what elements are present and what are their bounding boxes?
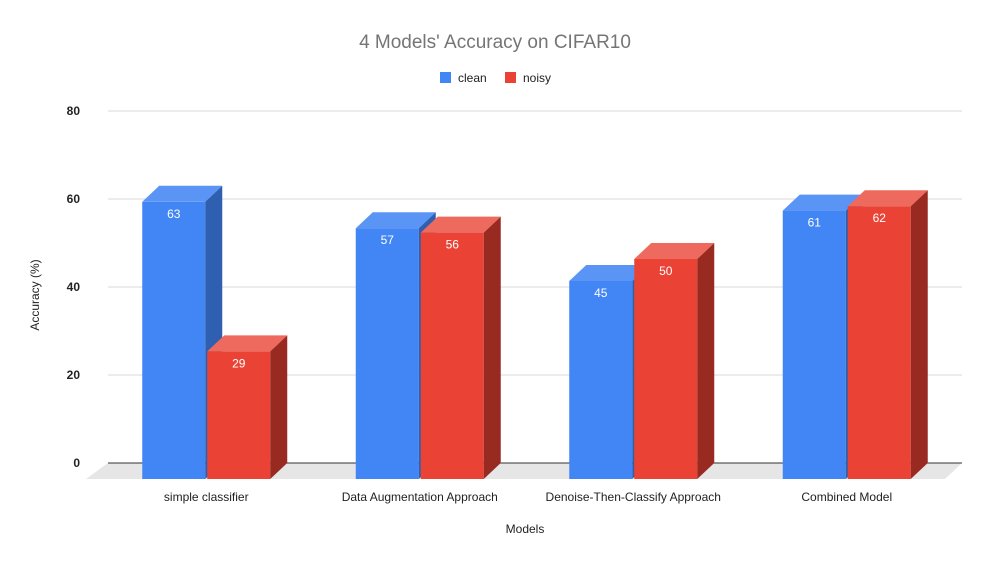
y-axis-label: Accuracy (%) [28, 259, 42, 330]
legend-swatch-noisy [505, 72, 516, 83]
y-tick-label-0: 0 [73, 456, 80, 470]
bar-top [569, 265, 650, 281]
x-tick-label-simple-classifier: simple classifier [164, 490, 249, 504]
bar-top [142, 185, 223, 202]
bar-clean-denoise-then-classify-approach: 45 [569, 265, 650, 479]
bar-front [420, 232, 484, 479]
chart-floor [86, 463, 962, 479]
data-label-clean-data-augmentation-approach: 57 [381, 233, 395, 247]
y-axis-ticks: 0 20 40 60 80 [67, 104, 81, 470]
y-tick-label-80: 80 [67, 104, 81, 118]
data-label-noisy-simple-classifier: 29 [232, 356, 246, 370]
bar-front [634, 259, 698, 479]
chart-title: 4 Models' Accuracy on CIFAR10 [359, 32, 631, 53]
y-tick-label-60: 60 [67, 192, 81, 206]
y-tick-label-20: 20 [67, 368, 81, 382]
data-label-noisy-data-augmentation-approach: 56 [446, 238, 460, 252]
bar-front [569, 281, 633, 479]
x-tick-label-denoise-then-classify-approach: Denoise-Then-Classify Approach [546, 490, 721, 504]
bar-side [270, 335, 288, 479]
bar-top [207, 335, 288, 352]
data-label-noisy-combined-model: 62 [873, 211, 887, 225]
data-label-clean-denoise-then-classify-approach: 45 [594, 286, 608, 300]
data-label-clean-simple-classifier: 63 [167, 207, 181, 221]
bar-side [910, 190, 928, 479]
bar-front [847, 206, 911, 479]
data-label-noisy-denoise-then-classify-approach: 50 [659, 264, 673, 278]
floor-plane [86, 463, 962, 479]
bar-side [697, 243, 715, 479]
bar-side [483, 216, 501, 479]
bar-front [782, 210, 846, 479]
legend: clean noisy [440, 71, 551, 85]
data-label-clean-combined-model: 61 [808, 216, 822, 230]
bar-top [355, 212, 436, 229]
legend-label-noisy: noisy [523, 71, 551, 85]
legend-label-clean: clean [458, 71, 487, 85]
bar-noisy-denoise-then-classify-approach: 50 [634, 243, 715, 479]
bar-top [634, 243, 715, 259]
bar-top [420, 216, 501, 233]
bar-front [142, 201, 206, 480]
x-axis-label: Models [506, 522, 545, 536]
bar-front [355, 228, 419, 479]
x-tick-label-data-augmentation-approach: Data Augmentation Approach [342, 490, 498, 504]
legend-swatch-clean [440, 72, 451, 83]
bar-top [847, 190, 928, 207]
y-tick-label-40: 40 [67, 280, 81, 294]
bar-noisy-data-augmentation-approach: 56 [420, 216, 501, 479]
bars: 63 29 57 56 45 50 61 62 [142, 185, 928, 480]
bar-top [782, 194, 863, 211]
x-axis-categories: simple classifier Data Augmentation Appro… [164, 490, 892, 504]
x-tick-label-combined-model: Combined Model [801, 490, 892, 504]
bar-front [207, 351, 271, 479]
bar-noisy-simple-classifier: 29 [207, 335, 288, 479]
bar-noisy-combined-model: 62 [847, 190, 928, 479]
